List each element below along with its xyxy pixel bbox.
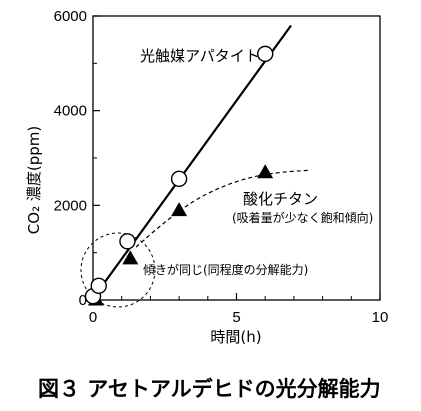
trend-line-apatite [97, 24, 292, 292]
y-axis-label: CO₂ 濃度(ppm) [25, 126, 43, 234]
series-label-titania: 酸化チタン [243, 190, 318, 208]
x-axis-label: 時間(h) [210, 328, 261, 346]
trend-line-titania [135, 169, 309, 248]
y-tick-label: 6000 [54, 8, 87, 25]
y-tick-label: 4000 [54, 103, 87, 120]
data-point-apatite [257, 45, 274, 63]
x-tick-label: 5 [232, 309, 240, 326]
data-point-titania [257, 164, 274, 179]
tick-labels: 0 5 10 0 2000 4000 6000 [54, 8, 389, 326]
data-point-apatite [170, 170, 188, 188]
data-point-titania [122, 250, 139, 265]
annotation-same-slope: 傾きが同じ(同程度の分解能力) [143, 262, 308, 277]
series-note-titania: (吸着量が少なく飽和傾向) [232, 210, 373, 225]
y-tick-label: 2000 [54, 197, 87, 214]
y-tick-label: 0 [79, 292, 87, 309]
data-markers [84, 45, 274, 306]
data-point-apatite [119, 233, 136, 250]
data-point-titania [171, 202, 188, 217]
x-tick-label: 0 [89, 309, 97, 326]
initial-slope-highlight [80, 232, 156, 308]
data-point-apatite [90, 277, 107, 294]
series-label-apatite: 光触媒アパタイト [140, 47, 260, 65]
figure-caption: 図３ アセトアルデヒドの光分解能力 [38, 377, 381, 401]
x-tick-label: 10 [372, 309, 389, 326]
